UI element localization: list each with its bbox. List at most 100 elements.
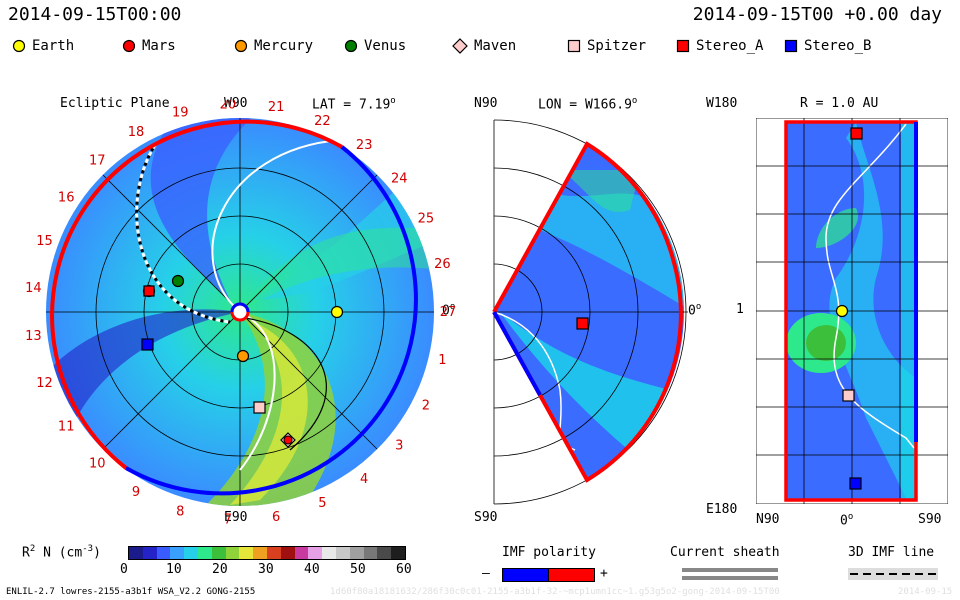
legend-stereo-a: Stereo_A (676, 38, 763, 54)
mars-marker-icon (122, 39, 136, 53)
legend-earth: Earth (12, 38, 74, 54)
legend-label: Mercury (254, 38, 314, 54)
colorbar-tick-label: 0 (120, 562, 128, 577)
density-colorbar (128, 546, 406, 560)
imf-line-solid (244, 317, 327, 451)
colorbar-label: R2 N (cm-3) (22, 544, 101, 561)
colorbar-segment (129, 547, 143, 559)
colorbar-segment (211, 547, 226, 559)
legend-maven: Maven (452, 38, 516, 54)
earth-marker-icon (12, 39, 26, 53)
lat-readout: LAT = 7.19o (312, 96, 396, 113)
stereo-b-marker-icon (784, 39, 798, 53)
imf-line-swatch (848, 568, 938, 580)
colorbar-segment (363, 547, 378, 559)
colorbar-ticks: 0 10 20 30 40 50 60 (120, 562, 412, 578)
spitzer-marker-icon (842, 389, 855, 402)
latlon-map-plot (756, 118, 948, 504)
colorbar-segment (280, 547, 295, 559)
stereo-a-marker-icon (676, 39, 690, 53)
polarity-ring-negative (125, 145, 418, 496)
legend-label: Maven (474, 38, 517, 54)
legend-venus: Venus (344, 38, 406, 54)
colorbar-segment (142, 547, 157, 559)
density-structure (46, 118, 434, 506)
carrington-label: 24 (391, 171, 408, 186)
meridional-polarity-edge (492, 258, 683, 483)
colorbar-tick-label: 10 (166, 562, 182, 577)
map-bottom-left-label: E180 (706, 502, 738, 517)
colorbar-tick-label: 30 (258, 562, 274, 577)
carrington-label: 15 (36, 234, 53, 249)
carrington-label: 17 (89, 154, 106, 169)
legend-label: Earth (32, 38, 75, 54)
colorbar-segment (322, 547, 336, 559)
carrington-label: 9 (132, 485, 140, 500)
colorbar-tick-label: 60 (396, 562, 412, 577)
colorbar-tick-label: 50 (350, 562, 366, 577)
colorbar-segment (335, 547, 350, 559)
imf-line-dashed-black (135, 144, 231, 324)
imf-positive-swatch (548, 568, 595, 582)
sheath-line-south (239, 314, 276, 471)
imf-plus-label: + (600, 566, 608, 581)
map-x-mid-label: 0o (840, 512, 854, 529)
carrington-label: 13 (25, 329, 42, 344)
carrington-label: 26 (434, 257, 451, 272)
colorbar-segment (253, 547, 267, 559)
legend-mars: Mars (122, 38, 176, 54)
carrington-label: 16 (58, 191, 75, 206)
stereo-a-marker-icon (576, 317, 589, 330)
stereo-a-marker-icon (143, 285, 155, 297)
map-x-left-label: N90 (756, 512, 780, 527)
model-footer: ENLIL-2.7 lowres-2155-a3b1f WSA_V2.2 GON… (6, 587, 256, 597)
stereo-a-marker-icon (850, 127, 863, 140)
carrington-label: 1 (438, 353, 446, 368)
carrington-label: 22 (314, 114, 331, 129)
polarity-ring-positive (50, 119, 343, 470)
carrington-label: 10 (89, 456, 106, 471)
radius-readout: R = 1.0 AU (800, 96, 879, 111)
colorbar-segment (239, 547, 254, 559)
earth-marker-icon (835, 304, 849, 318)
lon-readout: LON = W166.9o (538, 96, 638, 113)
map-mid-label: 1 (736, 302, 744, 317)
colorbar-segment (184, 547, 198, 559)
colorbar-segment (294, 547, 309, 559)
maven-marker-icon (452, 38, 468, 54)
colorbar-segment (349, 547, 364, 559)
sheath-swatch-1 (682, 568, 778, 572)
map-x-right-label: S90 (918, 512, 942, 527)
meridional-bottom-label: S90 (474, 510, 498, 525)
imf-negative-swatch (502, 568, 549, 582)
timestamp-left: 2014-09-15T00:00 (8, 4, 182, 25)
sheath-swatch-2 (682, 576, 778, 580)
map-top-left-label: W180 (706, 96, 738, 111)
legend-spitzer: Spitzer (567, 38, 646, 54)
legend-stereo-b: Stereo_B (784, 38, 871, 54)
carrington-label: 25 (418, 212, 435, 227)
colorbar-tick-label: 20 (212, 562, 228, 577)
meridional-right-label: 0o (688, 302, 702, 319)
carrington-label: 12 (36, 376, 53, 391)
carrington-label: 6 (272, 510, 280, 525)
colorbar-segment (391, 547, 405, 559)
colorbar-segment (170, 547, 185, 559)
colorbar-segment (308, 547, 323, 559)
spitzer-marker-icon (253, 401, 266, 414)
run-id-footer: 1d60f80a18181632/286f30c0c01-2155-a3b1f-… (330, 587, 780, 597)
venus-marker-icon (344, 39, 358, 53)
ecliptic-bottom-label: E90 (224, 510, 248, 525)
imf-polarity-title: IMF polarity (502, 545, 596, 560)
colorbar-segment (266, 547, 281, 559)
colorbar-segment (156, 547, 171, 559)
legend-mercury: Mercury (234, 38, 313, 54)
colorbar-segment (197, 547, 212, 559)
carrington-label: 23 (356, 138, 373, 153)
current-sheath-title: Current sheath (670, 545, 780, 560)
carrington-label: 5 (318, 496, 326, 511)
imf-minus-label: – (482, 566, 490, 581)
timestamp-right: 2014-09-15T00 +0.00 day (692, 4, 942, 25)
imf-line-title: 3D IMF line (848, 545, 935, 560)
